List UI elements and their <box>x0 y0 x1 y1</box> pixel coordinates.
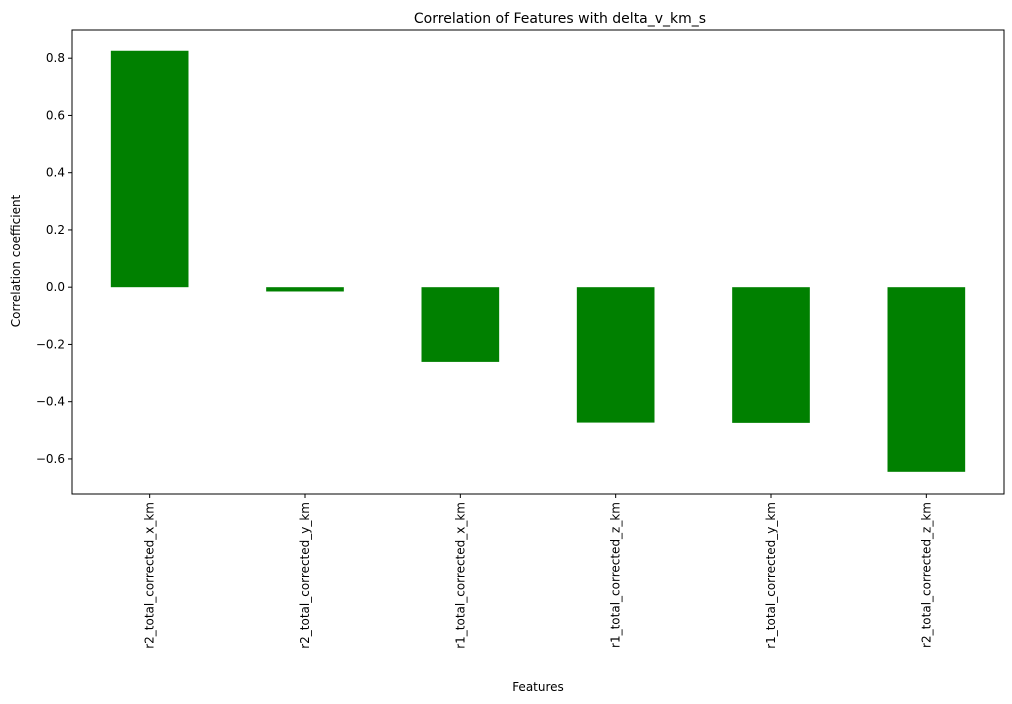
x-tick-label: r1_total_corrected_z_km <box>609 502 623 648</box>
y-tick-label: −0.2 <box>36 337 65 351</box>
x-axis-label: Features <box>512 680 564 694</box>
y-tick-label: 0.2 <box>46 223 65 237</box>
y-tick-label: 0.8 <box>46 51 65 65</box>
bar-r1_total_corrected_x_km <box>421 287 500 362</box>
x-tick-label: r1_total_corrected_x_km <box>453 502 467 649</box>
x-tick-label: r1_total_corrected_y_km <box>764 502 778 649</box>
plot-frame <box>71 29 1005 495</box>
y-tick-label: −0.6 <box>36 452 65 466</box>
y-axis-label: Correlation coefficient <box>9 194 23 327</box>
bar-r1_total_corrected_y_km <box>732 287 810 423</box>
bar-r2_total_corrected_z_km <box>887 287 966 472</box>
x-axis-ticks: r2_total_corrected_x_km r2_total_correcte… <box>143 494 933 649</box>
y-tick-label: 0.4 <box>46 166 65 180</box>
bar-r2_total_corrected_x_km <box>110 50 189 288</box>
bar-r2_total_corrected_y_km <box>266 287 344 292</box>
x-tick-label: r2_total_corrected_x_km <box>143 502 157 649</box>
chart-title: Correlation of Features with delta_v_km_… <box>414 11 706 27</box>
y-tick-label: 0.0 <box>46 280 65 294</box>
bar-r1_total_corrected_z_km <box>576 287 655 423</box>
y-axis-ticks: −0.6 −0.4 −0.2 0.0 0.2 0.4 0.6 0.8 <box>36 51 72 466</box>
bars-group <box>110 50 966 472</box>
y-tick-label: −0.4 <box>36 395 65 409</box>
y-tick-label: 0.6 <box>46 108 65 122</box>
x-tick-label: r2_total_corrected_z_km <box>919 502 933 648</box>
x-tick-label: r2_total_corrected_y_km <box>298 502 312 649</box>
